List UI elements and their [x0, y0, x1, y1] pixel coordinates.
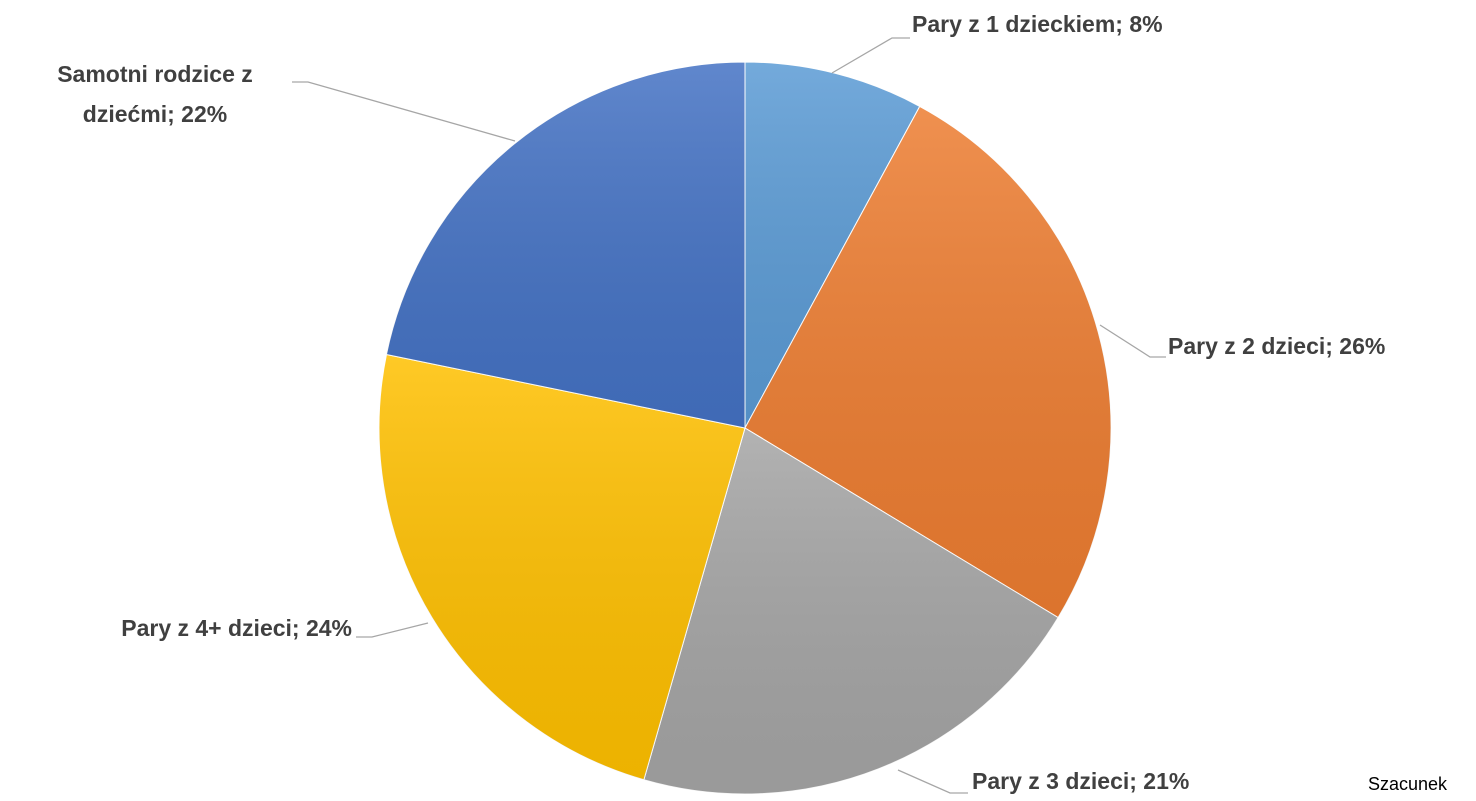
leader-line [356, 622, 429, 638]
slice-shade [745, 106, 1111, 618]
slice-shade [379, 354, 745, 780]
slice-shade [386, 62, 745, 428]
leader-line [292, 81, 516, 142]
data-label: dziećmi; 22% [83, 101, 227, 127]
data-label: Pary z 4+ dzieci; 24% [121, 615, 352, 641]
data-label: Samotni rodzice z [57, 61, 253, 87]
data-label: Pary z 1 dzieckiem; 8% [912, 11, 1163, 37]
leader-line [1099, 324, 1166, 358]
data-label: Pary z 3 dzieci; 21% [972, 768, 1189, 794]
leader-line [831, 37, 910, 74]
leader-line [897, 769, 968, 794]
data-label: Pary z 2 dzieci; 26% [1168, 333, 1385, 359]
pie [378, 61, 1112, 795]
note: Szacunek [1368, 774, 1448, 794]
slice-shade [643, 428, 1059, 794]
slice-shade [745, 62, 920, 428]
